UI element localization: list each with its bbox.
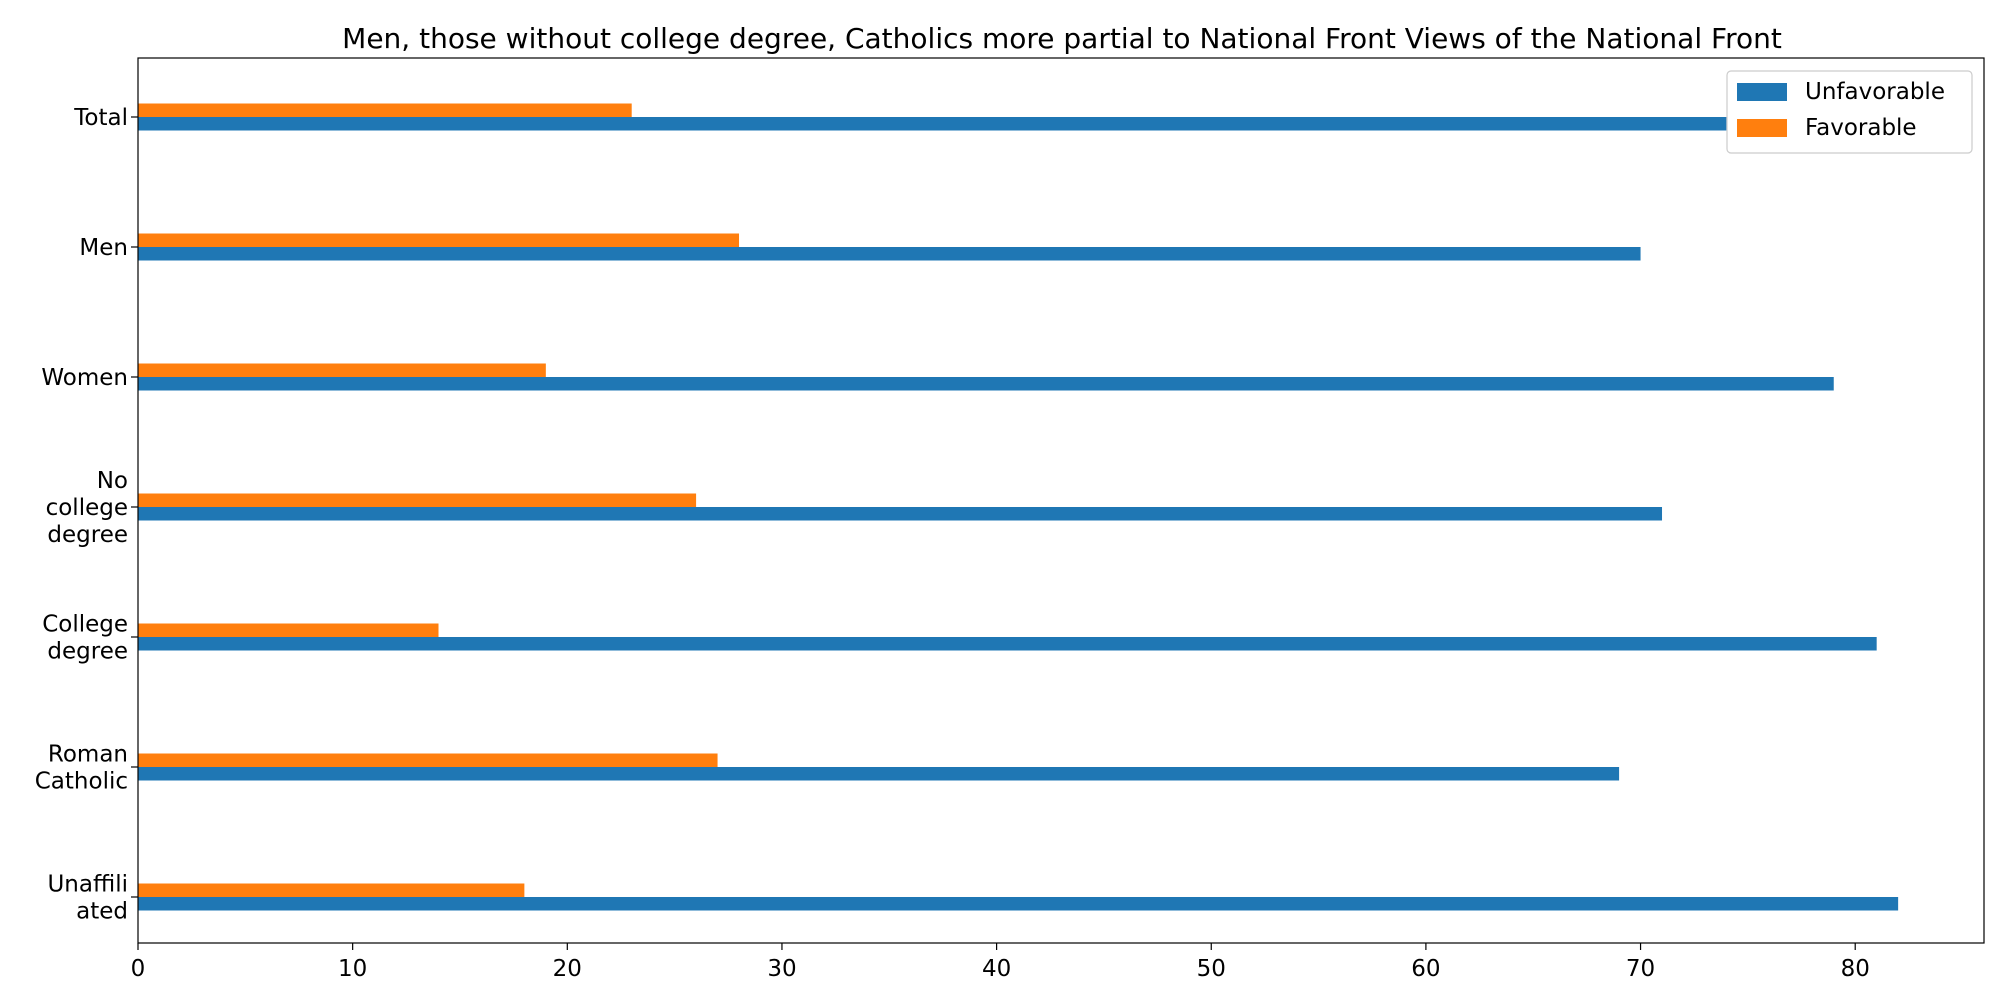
y-tick-label-5: Roman Catholic xyxy=(35,742,128,795)
plot-frame xyxy=(137,57,1985,944)
bar-favorable-3 xyxy=(138,493,697,507)
bar-favorable-5 xyxy=(138,753,718,767)
bar-unfavorable-4 xyxy=(138,637,1877,651)
x-tick-label-3: 30 xyxy=(767,956,796,982)
y-tick-label-2: Women xyxy=(41,365,128,391)
bar-unfavorable-5 xyxy=(138,767,1620,781)
x-tick-label-7: 70 xyxy=(1626,956,1655,982)
bar-unfavorable-3 xyxy=(138,507,1663,521)
y-tick-label-1: Men xyxy=(79,235,128,261)
chart-title: Men, those without college degree, Catho… xyxy=(342,22,1782,55)
bar-favorable-0 xyxy=(138,103,632,117)
x-tick-label-4: 40 xyxy=(982,956,1011,982)
bars-layer xyxy=(138,103,1899,911)
bar-favorable-2 xyxy=(138,363,546,377)
legend-swatch-favorable xyxy=(1737,119,1787,137)
bar-unfavorable-6 xyxy=(138,897,1899,911)
legend: Unfavorable Favorable xyxy=(1726,70,1973,154)
x-tick-label-5: 50 xyxy=(1197,956,1226,982)
bar-unfavorable-1 xyxy=(138,247,1641,261)
y-tick-label-4: College degree xyxy=(42,612,128,665)
y-tick-label-6: Unaffili ated xyxy=(47,872,128,925)
legend-label-favorable: Favorable xyxy=(1805,115,1917,141)
x-tick-label-1: 10 xyxy=(338,956,367,982)
legend-label-unfavorable: Unfavorable xyxy=(1805,79,1945,105)
x-tick-label-6: 60 xyxy=(1411,956,1440,982)
y-tick-label-0: Total xyxy=(73,105,128,131)
bar-favorable-6 xyxy=(138,883,525,897)
bar-favorable-1 xyxy=(138,233,740,247)
y-tick-label-3: No college degree xyxy=(46,468,128,548)
bar-unfavorable-0 xyxy=(138,117,1727,131)
legend-box xyxy=(1726,70,1973,154)
bar-unfavorable-2 xyxy=(138,377,1834,391)
x-tick-label-8: 80 xyxy=(1841,956,1870,982)
x-tick-label-2: 20 xyxy=(553,956,582,982)
bar-favorable-4 xyxy=(138,623,439,637)
axes-layer: 0 10 20 30 40 50 60 70 80 Total Men Women No college d… xyxy=(35,57,1985,982)
legend-swatch-unfavorable xyxy=(1737,83,1787,101)
x-tick-label-0: 0 xyxy=(131,956,146,982)
